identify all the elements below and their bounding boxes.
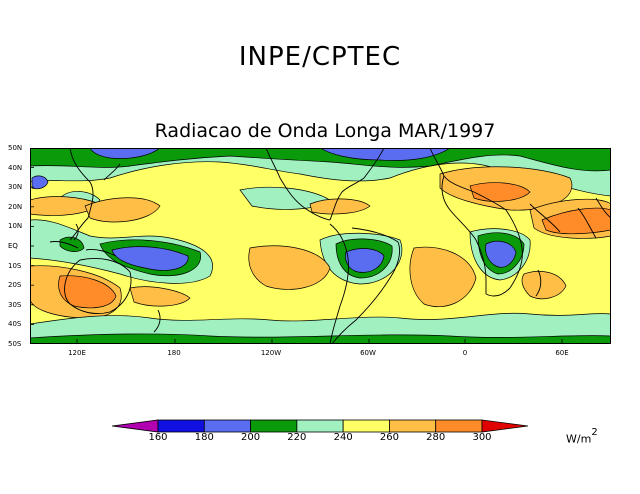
chart-title: Radiacao de Onda Longa MAR/1997 [154, 120, 496, 142]
zone-260-280-mexico [309, 198, 371, 215]
lat-tick-label: 40S [8, 320, 22, 329]
zone-260-280-madagascar [521, 271, 567, 300]
lat-tick-label: 30N [8, 183, 23, 192]
colorbar-level-label: 280 [426, 432, 446, 443]
zone-180-200-amazon [345, 248, 385, 273]
zone-260-280-tasman [129, 286, 191, 307]
lon-tick-label: 120E [68, 349, 86, 357]
page-title: INPE/CPTEC [238, 42, 402, 72]
lon-tick-label: 180 [167, 349, 181, 357]
units-exponent: 2 [591, 427, 598, 438]
colorbar-high-arrow [481, 419, 528, 433]
colorbar-level-label: 220 [287, 432, 307, 443]
lat-tick-label: EQ [8, 242, 18, 250]
zone-260-280-wpacific [84, 197, 161, 223]
colorbar-level-label: 200 [241, 432, 261, 443]
lat-tick-label: 20S [8, 281, 22, 290]
colorbar-swatch [435, 419, 483, 433]
lat-tick-label: 40N [8, 163, 23, 172]
colorbar-swatch [296, 419, 344, 433]
lon-tick-label: 120W [260, 349, 282, 357]
colorbar-level-label: 300 [472, 432, 492, 443]
lat-tick-label: 50S [8, 340, 22, 348]
zone-180-200-spcz [111, 246, 189, 271]
zone-260-280-satlantic [409, 246, 477, 308]
lat-tick-label: 10N [8, 222, 23, 231]
lat-tick-label: 50N [8, 144, 23, 152]
zone-280-300-australia [58, 275, 117, 309]
olr-map-svg [30, 148, 611, 344]
lon-tick-label: 60E [555, 349, 569, 357]
map-border [30, 148, 611, 344]
zone-180-200-congo [485, 240, 517, 268]
colorbar-swatch [157, 419, 205, 433]
zone-200-220-borneo [59, 236, 85, 252]
olr-map [30, 148, 611, 344]
colorbar-swatch [203, 419, 251, 433]
lon-tick-label: 0 [462, 349, 468, 357]
colorbar-low-arrow [112, 419, 159, 433]
lat-tick-label: 30S [8, 300, 22, 309]
lat-tick-label: 20N [8, 202, 23, 211]
units-text: W/m [566, 432, 592, 446]
lon-tick-label: 60W [360, 349, 376, 357]
colorbar-swatch [342, 419, 390, 433]
colorbar-swatch [250, 419, 298, 433]
zone-180-200-npacific [89, 148, 161, 159]
colorbar-level-label: 260 [379, 432, 399, 443]
colorbar-level-label: 160 [148, 432, 168, 443]
colorbar-level-label: 180 [194, 432, 214, 443]
coastlines [49, 148, 611, 344]
zone-280-300-sahara [469, 182, 531, 202]
zone-280-300-arabia [541, 207, 611, 235]
zone-180-200-natlantic [319, 148, 451, 161]
lat-tick-label: 10S [8, 261, 22, 270]
zone-200-220-north [30, 148, 611, 172]
colorbar [112, 419, 528, 433]
colorbar-swatch [389, 419, 437, 433]
colorbar-level-label: 240 [333, 432, 353, 443]
zone-180-200-asia [31, 175, 49, 190]
zone-260-280-sepacific [248, 245, 331, 290]
units-label: W/m2 [566, 427, 598, 446]
